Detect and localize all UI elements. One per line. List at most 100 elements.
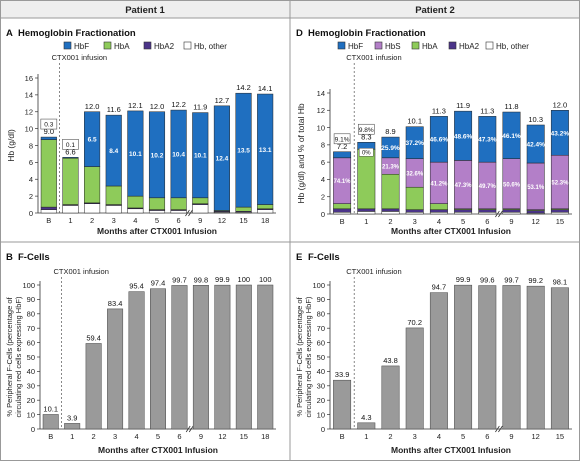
f-cell-bar [454, 284, 473, 430]
y-tick-label: 0 [321, 210, 325, 219]
legend-swatch-hba2 [448, 41, 457, 50]
y-tick-label: 10 [317, 410, 325, 419]
bar-segment-other [333, 212, 352, 215]
y-tick-label: 40 [317, 367, 325, 376]
x-axis-label: Months after CTX001 Infusion [391, 445, 511, 455]
f-cell-value-label: 99.6 [480, 276, 495, 285]
hbf-value-label: 8.4 [109, 148, 118, 155]
axis-break-mark [185, 425, 191, 433]
bar-segment-other [454, 212, 473, 215]
bar-segment-hbf [454, 110, 473, 161]
x-tick-label: B [340, 217, 345, 226]
x-tick-label: 2 [388, 432, 392, 441]
y-tick-label: 10 [25, 124, 33, 133]
y-tick-label: 10 [317, 123, 325, 132]
bar-total-label: 9.0 [44, 127, 54, 136]
y-tick-label: 6 [321, 158, 325, 167]
bar-segment-hbf [127, 110, 144, 197]
hbs-label-box [359, 148, 374, 157]
bar-segment-hbf [333, 151, 352, 159]
axis-break-mark [188, 209, 193, 217]
bar-segment-hba [357, 148, 376, 210]
x-tick-label: 9 [199, 432, 203, 441]
y-tick-label: 16 [25, 74, 33, 83]
bar-segment-hba2 [454, 209, 473, 213]
hbf-value-label: 43.2% [551, 130, 570, 137]
bar-segment-other [405, 212, 424, 215]
f-cell-value-label: 10.1 [43, 404, 58, 413]
f-cell-value-label: 95.4 [129, 282, 144, 291]
x-tick-label: 3 [413, 217, 417, 226]
x-tick-label: 15 [239, 216, 247, 225]
legend-swatch-other [485, 41, 494, 50]
bar-total-label: 6.6 [65, 147, 75, 156]
bar-segment-hba [381, 173, 400, 210]
hbs-value-label: 49.7% [479, 184, 497, 190]
bar-total-label: 12.0 [150, 102, 165, 111]
bar-total-label: 11.3 [480, 106, 494, 115]
bar-segment-hba2 [550, 209, 569, 213]
bar-total-label: 11.9 [193, 103, 207, 112]
bar-segment-other [127, 208, 144, 214]
x-axis-label: Months after CTX001 Infusion [98, 445, 218, 455]
y-tick-label: 50 [317, 353, 325, 362]
f-cell-bar [85, 343, 102, 430]
f-cell-value-label: 59.4 [86, 333, 101, 342]
bar-segment-hba [148, 197, 166, 210]
hbf-value-label: 48.6% [454, 133, 473, 140]
panel-letter: A [6, 28, 13, 39]
x-tick-label: B [340, 432, 345, 441]
bar-segment-hbf [62, 157, 79, 159]
legend-swatch-hbs [374, 41, 383, 50]
f-cell-value-label: 43.8 [383, 356, 398, 365]
bar-total-label: 10.3 [528, 115, 543, 124]
y-axis-label: Hb (g/dl) [6, 129, 16, 162]
axis-break-mark [498, 210, 503, 218]
y-tick-label: 20 [27, 396, 35, 405]
bar-total-label: 7.2 [337, 142, 347, 151]
legend-swatch-hba2 [143, 41, 152, 50]
f-cell-bar [526, 285, 545, 430]
x-tick-label: 1 [68, 216, 72, 225]
y-tick-label: 50 [27, 353, 35, 362]
bar-total-label: 11.8 [504, 102, 518, 111]
f-cell-bar [405, 327, 424, 430]
bar-segment-hba2 [40, 206, 57, 210]
x-tick-label: 18 [261, 432, 269, 441]
x-tick-label: 15 [556, 432, 564, 441]
y-axis-label-line: circulating red cells expressing HbF) [304, 296, 313, 417]
x-tick-label: 2 [92, 432, 96, 441]
bar-segment-hba2 [357, 208, 376, 212]
bar-total-label: 11.9 [456, 101, 470, 110]
x-tick-label: 5 [156, 432, 160, 441]
f-cell-bar [192, 285, 209, 430]
x-tick-label: 1 [364, 432, 368, 441]
legend-swatch-hbf [63, 41, 72, 50]
f-cell-value-label: 99.9 [456, 275, 471, 284]
f-cell-value-label: 4.3 [361, 413, 371, 422]
axis-break-mark [185, 209, 190, 217]
bar-total-label: 12.2 [171, 100, 186, 109]
legend-label-hbs: HbS [385, 42, 401, 51]
f-cell-bar [502, 285, 521, 430]
x-axis-label: Months after CTX001 Infusion [391, 226, 511, 236]
bar-segment-other [502, 212, 521, 215]
x-tick-label: B [46, 216, 51, 225]
bar-segment-other [84, 203, 101, 214]
legend-swatch-hba [103, 41, 112, 50]
f-cell-value-label: 100 [238, 275, 251, 284]
infusion-annotation: CTX001 infusion [53, 267, 108, 276]
bar-total-label: 14.2 [236, 83, 251, 92]
x-tick-label: 3 [112, 216, 116, 225]
f-cell-bar [64, 423, 81, 430]
f-cell-bar [235, 284, 252, 430]
bar-segment-other [148, 210, 166, 214]
x-tick-label: 5 [461, 432, 465, 441]
panel-title: Hemoglobin Fractionation [18, 28, 136, 39]
bar-total-label: 11.3 [432, 106, 446, 115]
f-cell-bar [128, 291, 145, 430]
bar-segment-hbf [478, 116, 497, 163]
panel-letter: D [296, 28, 303, 39]
hbf-label-box [357, 123, 375, 135]
